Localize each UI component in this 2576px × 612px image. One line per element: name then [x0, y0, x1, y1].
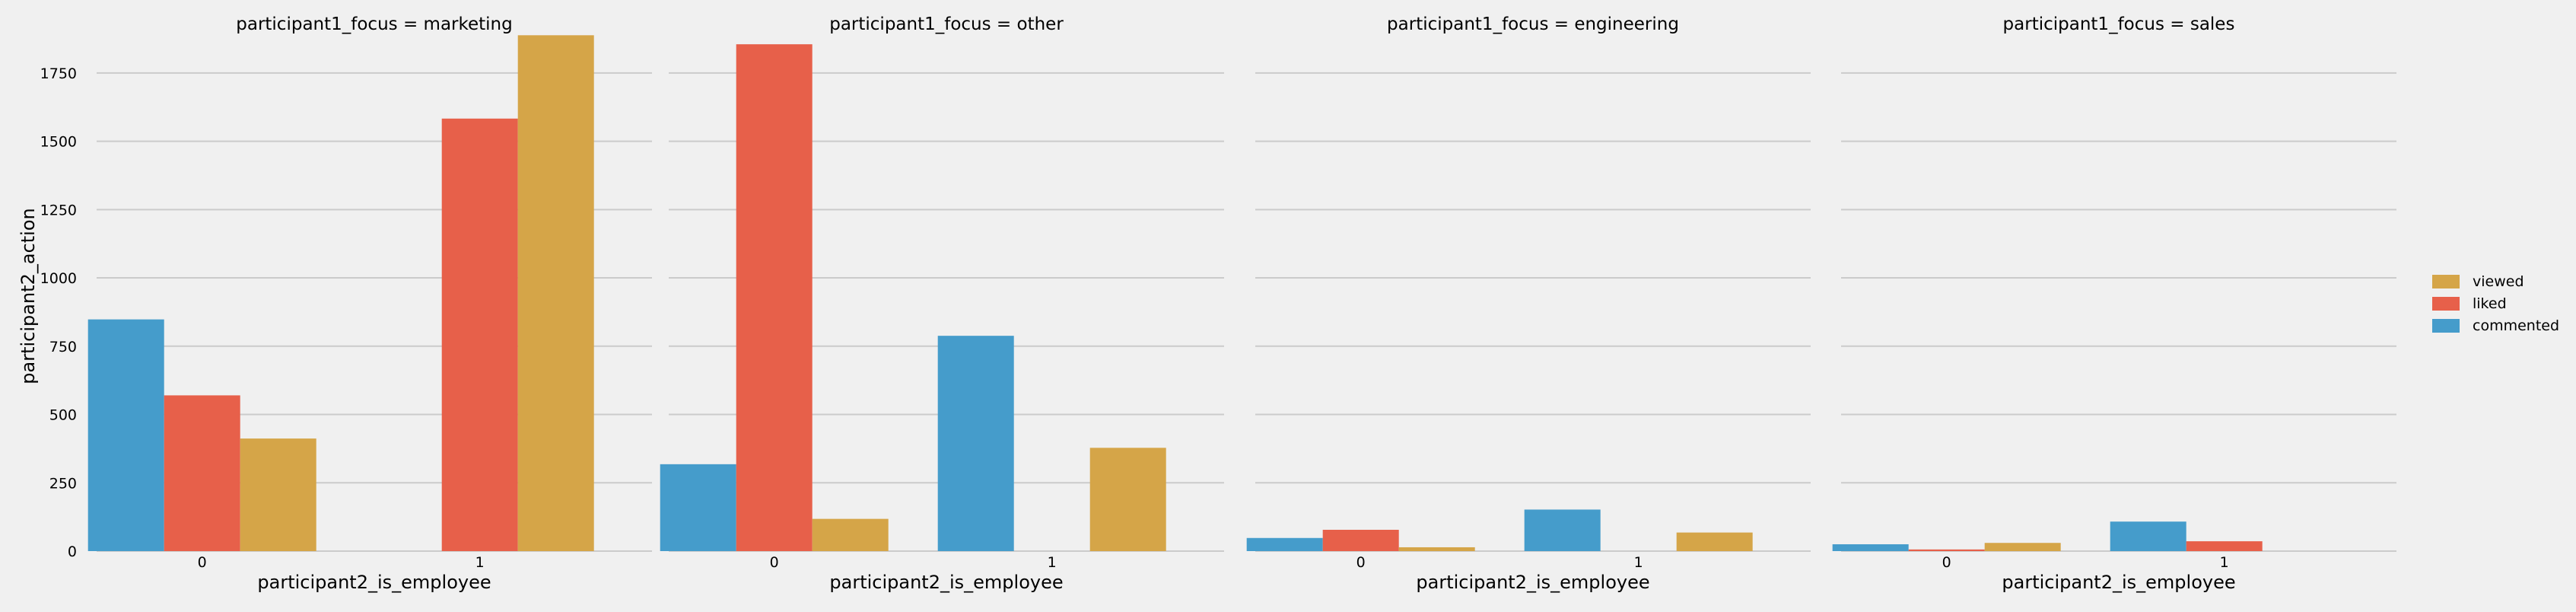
- y-tick-label: 750: [49, 339, 77, 355]
- x-axis-label: participant2_is_employee: [2002, 572, 2235, 593]
- bar-liked: [1908, 549, 1985, 551]
- y-tick-label: 1250: [40, 202, 77, 218]
- panel-title: participant1_focus = engineering: [1387, 14, 1679, 34]
- bar-liked: [736, 44, 813, 551]
- facet-panel-2: participant1_focus = engineering 0 1partic…: [1246, 14, 1811, 593]
- x-tick-label: 1: [475, 554, 485, 571]
- legend-label-viewed: viewed: [2473, 273, 2524, 290]
- bar-liked: [1322, 530, 1399, 551]
- bar-viewed: [1398, 547, 1475, 551]
- x-axis-label: participant2_is_employee: [829, 572, 1063, 593]
- y-tick-label: 250: [49, 475, 77, 492]
- legend-swatch-viewed: [2432, 275, 2460, 288]
- bar-commented: [2110, 521, 2186, 551]
- legend-label-liked: liked: [2473, 295, 2507, 312]
- x-tick-label: 1: [1634, 554, 1643, 571]
- bar-liked: [2186, 541, 2263, 551]
- x-tick-label: 1: [2220, 554, 2229, 571]
- x-tick-label: 1: [1048, 554, 1057, 571]
- bar-viewed: [812, 518, 889, 551]
- bar-liked: [441, 118, 518, 551]
- y-tick-label: 500: [49, 407, 77, 424]
- legend: viewed liked commented: [2432, 273, 2559, 334]
- y-tick-label: 1500: [40, 134, 77, 151]
- bar-viewed: [517, 35, 594, 551]
- bar-commented: [87, 319, 164, 551]
- y-tick-label: 1000: [40, 270, 77, 287]
- x-tick-label: 0: [1356, 554, 1366, 571]
- x-tick-label: 0: [1942, 554, 1951, 571]
- facet-panel-3: participant1_focus = sales 0 1participant2…: [1832, 14, 2396, 593]
- bar-liked: [164, 395, 240, 551]
- y-tick-label: 1750: [40, 65, 77, 82]
- facet-panel-1: participant1_focus = other 0 1participant2…: [660, 14, 1224, 593]
- bar-commented: [660, 464, 736, 551]
- bar-viewed: [240, 438, 316, 551]
- bar-commented: [1524, 509, 1601, 551]
- y-axis-label: participant2_action: [17, 208, 39, 384]
- legend-swatch-commented: [2432, 319, 2460, 333]
- legend-swatch-liked: [2432, 297, 2460, 311]
- panel-title: participant1_focus = marketing: [236, 14, 512, 34]
- x-tick-label: 0: [198, 554, 207, 571]
- bar-viewed: [1089, 448, 1166, 551]
- panel-title: participant1_focus = other: [829, 14, 1064, 34]
- facet-panel-0: 0 250 500 750 1000 1250 1500 1750 participant1_f…: [40, 14, 652, 593]
- x-tick-label: 0: [770, 554, 779, 571]
- bar-commented: [1832, 544, 1909, 551]
- bar-commented: [1246, 537, 1323, 551]
- y-tick-label: 0: [68, 543, 77, 560]
- bar-commented: [937, 336, 1014, 551]
- x-axis-label: participant2_is_employee: [1416, 572, 1649, 593]
- bar-viewed: [1676, 532, 1753, 551]
- x-axis-label: participant2_is_employee: [257, 572, 491, 593]
- legend-label-commented: commented: [2473, 317, 2559, 334]
- panel-title: participant1_focus = sales: [2003, 14, 2235, 34]
- bar-viewed: [1984, 543, 2061, 551]
